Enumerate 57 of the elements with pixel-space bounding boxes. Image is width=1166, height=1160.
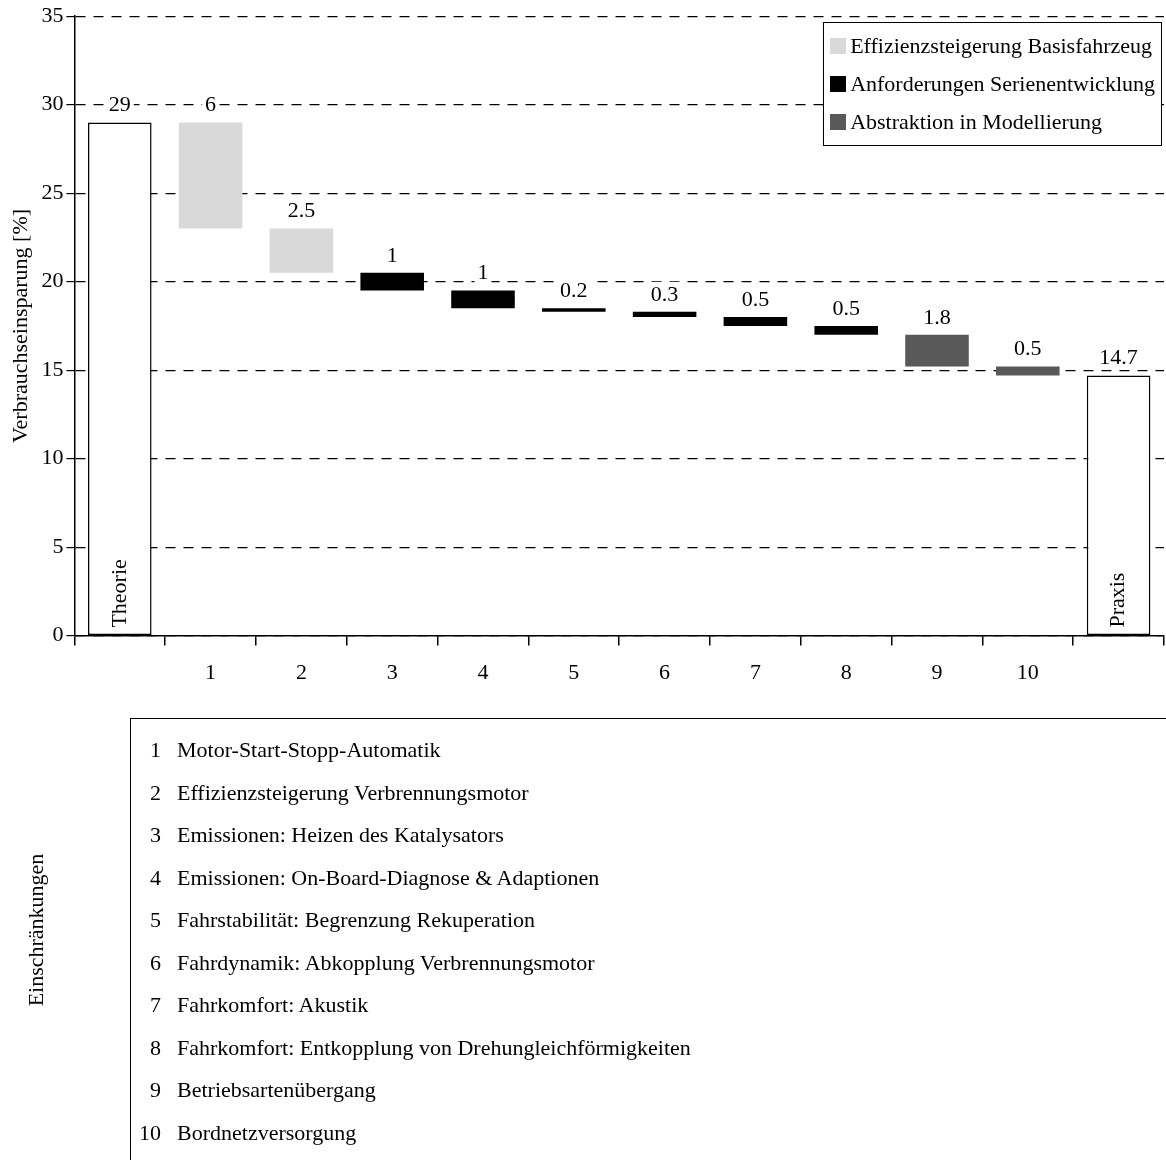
- data-label: 29: [108, 91, 131, 117]
- data-label: 14.7: [1099, 344, 1138, 370]
- text: Fahrstabilität: Begrenzung Rekuperation: [177, 907, 536, 933]
- y-tick-label: 5: [52, 532, 64, 558]
- y-tick-label: 10: [41, 444, 64, 470]
- y-tick-label: 15: [41, 355, 64, 381]
- text: Fahrkomfort: Akustik: [177, 992, 369, 1018]
- text: Betriebsartenübergang: [177, 1077, 376, 1103]
- x-tick-label: 7: [749, 658, 761, 684]
- annotation: Praxis: [1104, 572, 1130, 628]
- data-label: 1: [477, 259, 489, 285]
- legend-label: Anforderungen Serienentwicklung: [849, 70, 1155, 99]
- category-label: 1: [150, 737, 161, 763]
- category-label: 6: [150, 949, 161, 975]
- category-label: 3: [150, 822, 161, 848]
- x-tick-label: 8: [840, 658, 852, 684]
- text: Effizienzsteigerung Verbrennungsmotor: [177, 779, 529, 805]
- legend-label: Effizienzsteigerung Basisfahrzeug: [849, 32, 1154, 61]
- data-label: 0.2: [560, 276, 588, 302]
- data-label: 2.5: [287, 197, 316, 223]
- x-tick-label: 6: [659, 658, 671, 684]
- category-label: 8: [150, 1034, 161, 1060]
- data-label: 0.3: [650, 280, 679, 306]
- category-label: 4: [150, 864, 161, 890]
- x-tick-label: 10: [1016, 658, 1039, 684]
- category-label: 7: [150, 992, 161, 1018]
- y-tick-label: 0: [52, 621, 64, 647]
- y-tick-label: 35: [41, 1, 64, 27]
- annotation: Theorie: [105, 559, 131, 628]
- x-tick-label: 4: [477, 658, 489, 684]
- text: Fahrkomfort: Entkopplung von Drehungleichförmigkeiten: [177, 1034, 691, 1060]
- data-label: 6: [205, 91, 217, 117]
- text: Einschränkungen: [23, 853, 49, 1007]
- category-label: 10: [139, 1119, 161, 1145]
- x-tick-label: 3: [386, 658, 398, 684]
- category-label: 5: [150, 907, 161, 933]
- data-label: 0.5: [832, 294, 860, 320]
- category-label: 2: [150, 779, 161, 805]
- text: Bordnetzversorgung: [177, 1119, 357, 1145]
- legend-label: Abstraktion in Modellierung: [849, 108, 1103, 137]
- y-tick-label: 30: [41, 90, 64, 116]
- y-axis-title: Verbrauchseinsparung [%]: [6, 208, 32, 443]
- x-tick-label: 9: [931, 658, 943, 684]
- y-tick-label: 20: [41, 267, 64, 293]
- category-label: 9: [150, 1077, 161, 1103]
- data-label: 0.5: [741, 285, 770, 311]
- y-tick-label: 25: [41, 178, 64, 204]
- text: Fahrdynamik: Abkopplung Verbrennungsmotor: [177, 949, 595, 975]
- data-label: 1.8: [923, 303, 951, 329]
- x-tick-label: 5: [568, 658, 580, 684]
- x-tick-label: 1: [205, 658, 217, 684]
- text: Emissionen: On-Board-Diagnose & Adaptionen: [177, 864, 600, 890]
- data-label: 0.5: [1014, 335, 1042, 361]
- data-label: 1: [386, 241, 398, 267]
- text: Emissionen: Heizen des Katalysators: [177, 822, 504, 848]
- text: Motor-Start-Stopp-Automatik: [177, 737, 441, 763]
- x-tick-label: 2: [295, 658, 307, 684]
